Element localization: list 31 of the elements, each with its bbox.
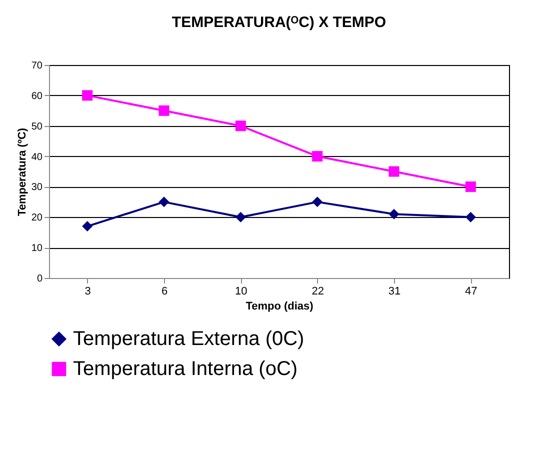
y-tick-label: 70: [31, 60, 43, 72]
point: [388, 166, 400, 177]
x-tick-label: 22: [312, 286, 324, 298]
y-tick-label: 20: [31, 212, 43, 224]
legend-label: Temperatura Interna (oC): [73, 358, 298, 380]
chart-title: TEMPERATURA(ᴼC) X TEMPO: [172, 14, 386, 31]
point: [158, 105, 170, 116]
point: [235, 212, 246, 222]
x-tick-label: 6: [161, 286, 168, 298]
x-tick-label: 10: [235, 286, 248, 298]
x-tick-label: 31: [388, 286, 401, 298]
y-tick-label: 10: [31, 243, 43, 254]
y-tick-label: 50: [31, 121, 43, 132]
point: [158, 196, 170, 208]
legend-label: Temperatura Externa (0C): [73, 328, 304, 350]
y-tick-label: 40: [31, 152, 43, 163]
point: [235, 120, 246, 132]
x-axis-title: Tempo (dias): [246, 300, 314, 312]
point: [312, 151, 323, 162]
point: [82, 221, 93, 232]
point: [465, 181, 476, 192]
x-tick-label: 3: [84, 286, 91, 298]
y-tick-label: 60: [31, 90, 43, 102]
point: [465, 212, 476, 222]
point: [312, 196, 323, 208]
y-tick-label: 30: [31, 182, 43, 194]
point: [388, 208, 400, 220]
point: [82, 90, 93, 101]
x-tick-label: 47: [465, 286, 478, 298]
y-axis-title: Temperatura (ºC): [16, 128, 28, 216]
y-tick-label: 0: [36, 274, 43, 284]
